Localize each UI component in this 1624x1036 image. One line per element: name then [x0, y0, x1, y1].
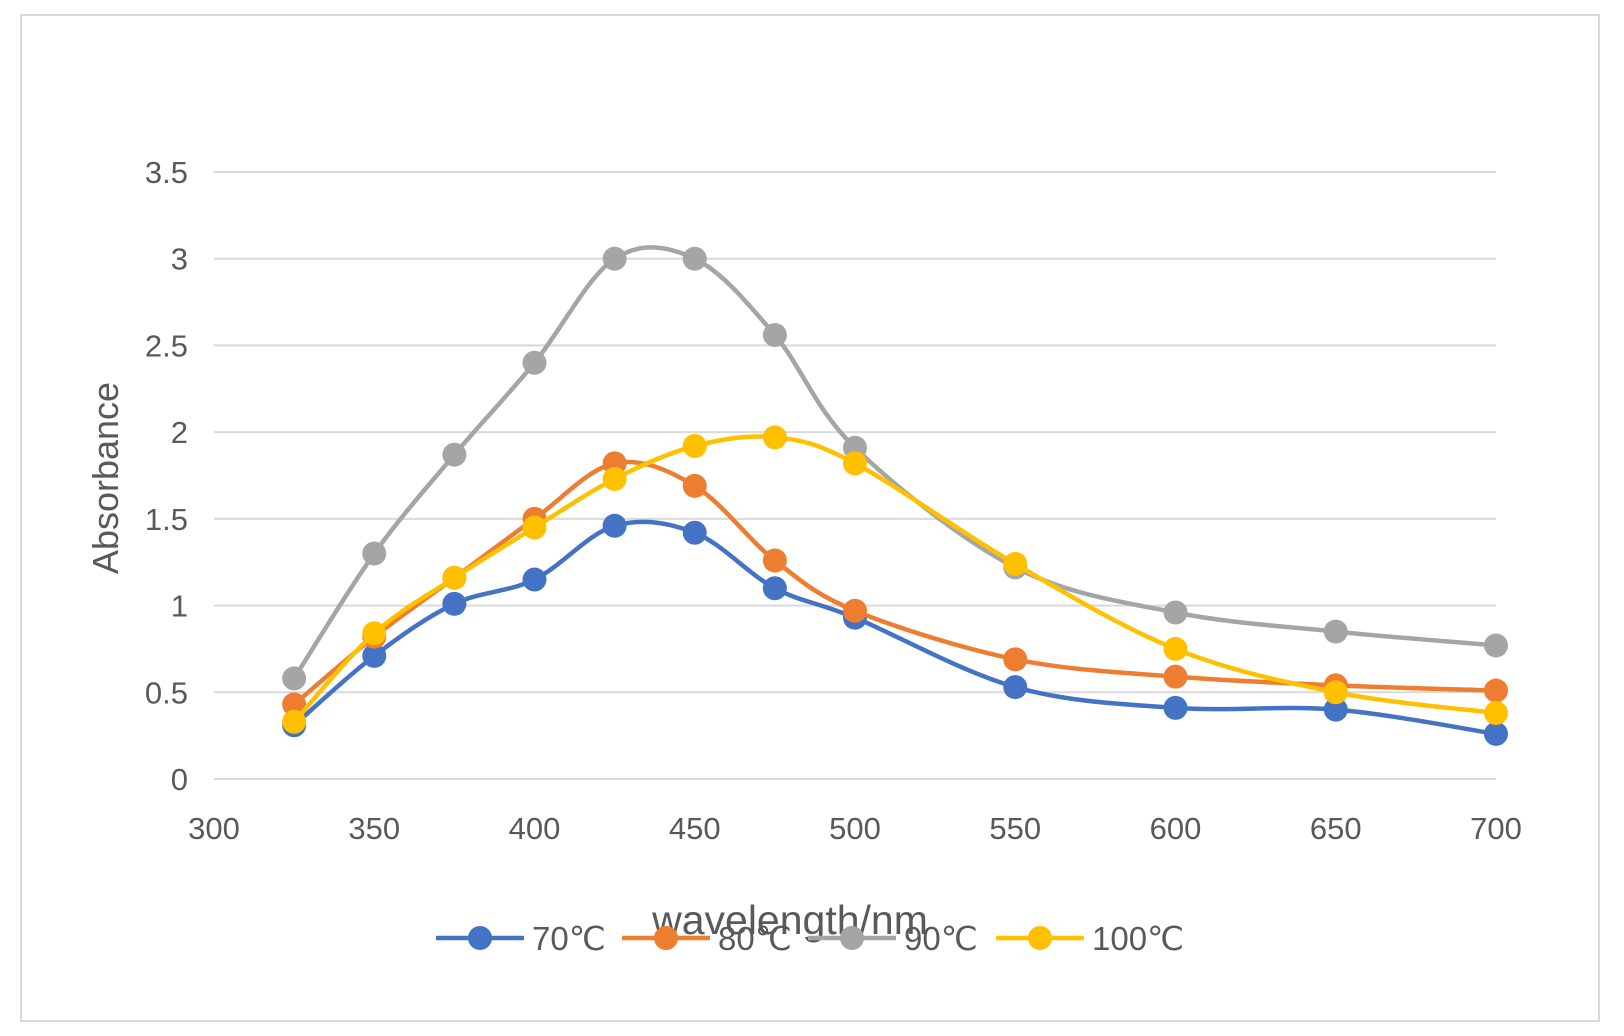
data-point	[682, 434, 707, 459]
x-tick-label: 450	[669, 811, 721, 846]
data-point	[1163, 664, 1188, 689]
data-point	[282, 709, 307, 734]
y-tick-label: 0	[171, 762, 188, 797]
legend-marker	[654, 926, 678, 950]
legend-label: 90℃	[904, 920, 978, 957]
series-line	[292, 459, 1497, 707]
data-point	[362, 643, 387, 668]
data-point	[602, 246, 627, 271]
series-line	[292, 434, 1497, 724]
x-tick-label: 400	[509, 811, 561, 846]
legend-label: 100℃	[1092, 920, 1184, 957]
x-axis-ticks: 300 350 400 450 500 550 600 650 700	[188, 811, 1522, 846]
data-point	[1003, 675, 1028, 700]
data-point	[1163, 600, 1188, 625]
legend-marker	[1028, 926, 1052, 950]
data-point	[522, 350, 547, 375]
legend-marker	[840, 926, 864, 950]
series-3	[282, 245, 1508, 691]
data-point	[762, 548, 787, 573]
y-axis-title: Absorbance	[85, 382, 126, 574]
y-tick-label: 3	[171, 242, 188, 277]
data-point	[762, 425, 787, 450]
data-point	[1323, 697, 1348, 722]
data-point	[682, 520, 707, 545]
data-point	[1003, 647, 1028, 672]
data-point	[362, 621, 387, 646]
data-point	[442, 591, 467, 616]
data-point	[1484, 701, 1508, 726]
x-tick-label: 700	[1470, 811, 1522, 846]
data-point	[522, 567, 547, 592]
x-tick-label: 500	[829, 811, 881, 846]
data-point	[522, 515, 547, 540]
x-tick-label: 350	[348, 811, 400, 846]
series-2	[282, 451, 1508, 717]
data-point	[1484, 633, 1508, 658]
legend-label: 70℃	[532, 920, 606, 957]
legend-marker	[468, 926, 492, 950]
y-tick-label: 2	[171, 415, 188, 450]
x-axis-title: wavelength/nm	[651, 897, 928, 943]
data-point	[442, 565, 467, 590]
legend-item: 80℃	[622, 920, 792, 957]
data-point	[843, 451, 867, 476]
legend-item: 100℃	[996, 920, 1184, 957]
gridlines	[214, 171, 1496, 694]
data-point	[282, 692, 307, 717]
data-point	[1003, 551, 1028, 576]
data-point	[442, 442, 467, 467]
x-tick-label: 600	[1150, 811, 1202, 846]
data-point	[762, 576, 787, 601]
x-tick-label: 300	[188, 811, 240, 846]
legend-label: 80℃	[718, 920, 792, 957]
y-axis-ticks: 0 0.5 1 1.5 2 2.5 3 3.5	[145, 155, 188, 797]
series-4	[282, 425, 1508, 734]
data-point	[602, 466, 627, 491]
y-tick-label: 0.5	[145, 675, 188, 710]
x-tick-label: 650	[1310, 811, 1362, 846]
data-point	[282, 666, 307, 691]
data-point	[1163, 636, 1188, 661]
y-tick-label: 2.5	[145, 328, 188, 363]
data-point	[1163, 695, 1188, 720]
data-point	[1484, 721, 1508, 746]
y-tick-label: 1	[171, 589, 188, 624]
data-point	[682, 473, 707, 498]
data-point	[762, 323, 787, 348]
data-point	[602, 513, 627, 538]
legend-item: 90℃	[808, 920, 978, 957]
data-point	[1323, 680, 1348, 705]
x-tick-label: 550	[989, 811, 1041, 846]
y-tick-label: 1.5	[145, 502, 188, 537]
data-point	[843, 598, 867, 623]
data-point	[362, 541, 387, 566]
legend: 70℃ 80℃ 90℃ 100℃	[436, 920, 1184, 957]
legend-item: 70℃	[436, 920, 606, 957]
data-point	[1323, 619, 1348, 644]
data-point	[682, 246, 707, 271]
series-line	[292, 245, 1497, 680]
data-point	[1484, 678, 1508, 703]
y-tick-label: 3.5	[145, 155, 188, 190]
series-group	[282, 245, 1508, 746]
